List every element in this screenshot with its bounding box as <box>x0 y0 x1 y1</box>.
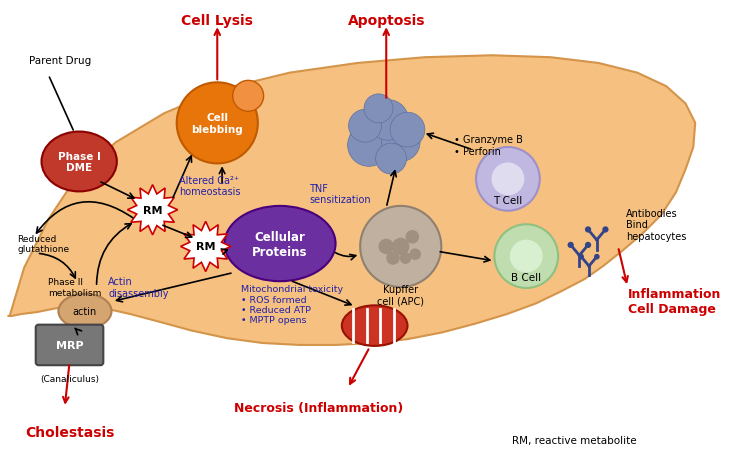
Text: Phase I
DME: Phase I DME <box>57 151 101 173</box>
Circle shape <box>594 254 600 260</box>
Circle shape <box>400 253 411 264</box>
Text: Reduced
glutathione: Reduced glutathione <box>18 234 69 254</box>
Circle shape <box>349 110 381 143</box>
Text: Inflammation
Cell Damage: Inflammation Cell Damage <box>628 288 721 316</box>
Text: Cholestasis: Cholestasis <box>25 425 114 439</box>
Circle shape <box>585 242 591 249</box>
Text: (Canaliculus): (Canaliculus) <box>40 375 99 383</box>
Polygon shape <box>7 56 696 345</box>
Text: Parent Drug: Parent Drug <box>29 56 91 66</box>
Text: RM, reactive metabolite: RM, reactive metabolite <box>512 435 637 444</box>
Circle shape <box>390 113 425 148</box>
Circle shape <box>510 240 542 273</box>
Circle shape <box>386 252 400 265</box>
Circle shape <box>378 239 394 255</box>
Circle shape <box>578 254 584 260</box>
Circle shape <box>375 144 406 175</box>
Text: B Cell: B Cell <box>512 273 541 283</box>
Polygon shape <box>127 185 177 235</box>
Circle shape <box>233 81 263 112</box>
Circle shape <box>347 125 390 167</box>
Circle shape <box>177 83 258 164</box>
Circle shape <box>368 100 408 141</box>
Circle shape <box>585 227 591 233</box>
Text: Kupffer
cell (APC): Kupffer cell (APC) <box>378 284 424 306</box>
Circle shape <box>360 206 442 288</box>
Text: TNF
sensitization: TNF sensitization <box>309 183 371 205</box>
Text: Cell
blebbing: Cell blebbing <box>191 113 243 134</box>
Circle shape <box>495 225 558 288</box>
Ellipse shape <box>342 306 408 346</box>
Ellipse shape <box>224 206 336 282</box>
Text: actin: actin <box>73 307 97 317</box>
Text: T Cell: T Cell <box>493 196 523 206</box>
Circle shape <box>406 231 419 244</box>
Polygon shape <box>180 222 231 272</box>
Ellipse shape <box>41 132 117 192</box>
Text: Actin
disassembly: Actin disassembly <box>108 276 169 298</box>
Text: RM: RM <box>143 205 163 215</box>
Circle shape <box>602 227 609 233</box>
Text: Altered Ca²⁺
homeostasis: Altered Ca²⁺ homeostasis <box>179 175 240 197</box>
Text: RM: RM <box>196 242 216 252</box>
Text: Cellular
Proteins: Cellular Proteins <box>252 230 308 258</box>
Circle shape <box>409 249 421 260</box>
Text: Apoptosis: Apoptosis <box>347 14 425 28</box>
Text: • Granzyme B
• Perforin: • Granzyme B • Perforin <box>454 135 523 156</box>
Text: Phase II
metabolism: Phase II metabolism <box>49 278 102 297</box>
Circle shape <box>392 238 409 256</box>
Circle shape <box>364 94 393 124</box>
Circle shape <box>492 163 524 196</box>
Circle shape <box>476 148 539 211</box>
Text: Necrosis (Inflammation): Necrosis (Inflammation) <box>234 401 403 414</box>
Circle shape <box>381 124 420 162</box>
FancyBboxPatch shape <box>36 325 103 365</box>
Text: Antibodies
Bind
hepatocytes: Antibodies Bind hepatocytes <box>626 208 686 241</box>
Ellipse shape <box>58 294 112 329</box>
Text: Mitochondrial toxicity
• ROS formed
• Reduced ATP
• MPTP opens: Mitochondrial toxicity • ROS formed • Re… <box>241 285 344 325</box>
Text: MRP: MRP <box>56 340 83 350</box>
Text: Cell Lysis: Cell Lysis <box>181 14 253 28</box>
Circle shape <box>567 242 574 249</box>
